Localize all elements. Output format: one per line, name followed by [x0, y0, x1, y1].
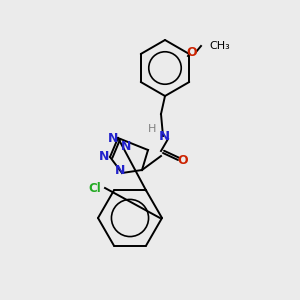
Text: Cl: Cl: [88, 182, 101, 194]
Text: O: O: [187, 46, 197, 59]
Text: O: O: [178, 154, 188, 166]
Text: CH₃: CH₃: [209, 41, 230, 51]
Text: N: N: [108, 131, 118, 145]
Text: N: N: [121, 140, 131, 152]
Text: N: N: [158, 130, 169, 142]
Text: N: N: [99, 151, 109, 164]
Text: H: H: [148, 124, 156, 134]
Text: N: N: [115, 164, 125, 178]
